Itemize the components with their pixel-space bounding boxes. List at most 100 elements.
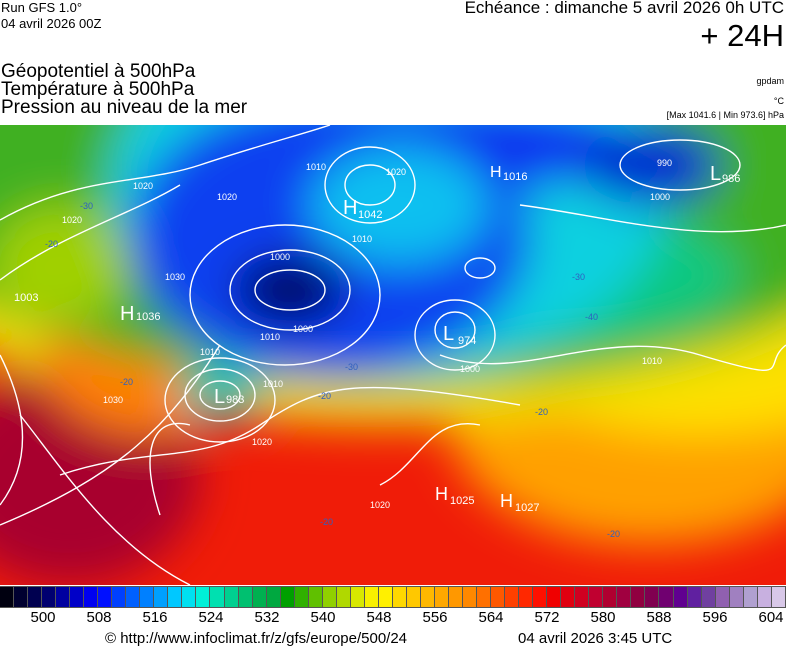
svg-text:-40: -40	[585, 312, 598, 322]
colorbar-swatch	[364, 587, 379, 607]
param-geopotential: Géopotentiel à 500hPa	[1, 61, 196, 82]
center-high-1042: H 1042	[343, 197, 382, 221]
lead-time: + 24H	[700, 18, 784, 53]
colorbar-swatch	[715, 587, 730, 607]
colorbar-swatch	[154, 587, 169, 607]
colorbar-swatch	[224, 587, 239, 607]
colorbar-swatch	[406, 587, 421, 607]
source-link[interactable]: © http://www.infoclimat.fr/z/gfs/europe/…	[105, 630, 408, 647]
svg-text:-20: -20	[45, 239, 58, 249]
svg-text:990: 990	[657, 158, 672, 168]
svg-text:1010: 1010	[260, 332, 280, 342]
isobar-labels: 1020 1020 1030 1030 1020 1010 1000 1000 …	[62, 158, 672, 510]
svg-text:-20: -20	[535, 407, 548, 417]
colorbar-swatch	[112, 587, 127, 607]
svg-text:1025: 1025	[450, 495, 474, 507]
colorbar-swatch	[519, 587, 534, 607]
pressure-centers: H 1036 L 983 H 1042 H 1016 L 986 L 974 H 1025 H…	[14, 163, 740, 514]
colorbar-swatch	[308, 587, 323, 607]
generation-date: 04 avril 2026 3:45 UTC	[518, 630, 673, 647]
colorbar-swatch	[378, 587, 393, 607]
colorbar-swatch	[659, 587, 674, 607]
svg-text:1020: 1020	[217, 192, 237, 202]
colorbar-ticks: 500 508 516 524 532 540 548 556 564 572 …	[15, 609, 786, 626]
colorbar-swatch	[757, 587, 772, 607]
tick-label: 580	[590, 609, 616, 626]
svg-text:1020: 1020	[252, 437, 272, 447]
colorbar-swatch	[477, 587, 492, 607]
svg-text:1010: 1010	[352, 234, 372, 244]
svg-text:986: 986	[722, 173, 740, 185]
center-high-1025: H 1025	[435, 484, 474, 507]
colorbar-swatch	[266, 587, 281, 607]
tick-label: 588	[646, 609, 672, 626]
forecast-valid-time: Echéance : dimanche 5 avril 2026 0h UTC	[464, 0, 784, 17]
colorbar-swatch	[743, 587, 758, 607]
colorbar-swatch	[182, 587, 197, 607]
svg-text:1010: 1010	[642, 356, 662, 366]
run-info: Run GFS 1.0° 04 avril 2026 00Z	[1, 0, 101, 32]
tick-label: 500	[30, 609, 56, 626]
svg-text:1042: 1042	[358, 209, 382, 221]
svg-text:H: H	[120, 303, 134, 325]
svg-text:1036: 1036	[136, 311, 160, 323]
run-date: 04 avril 2026 00Z	[1, 16, 102, 31]
center-low-974: L 974	[443, 323, 476, 347]
svg-text:1010: 1010	[263, 379, 283, 389]
colorbar-swatch	[98, 587, 113, 607]
colorbar-swatch	[350, 587, 365, 607]
tick-label: 572	[534, 609, 560, 626]
svg-text:1010: 1010	[200, 347, 220, 357]
center-low-1003: 1003	[14, 292, 38, 304]
colorbar-swatch	[196, 587, 211, 607]
colorbar-swatch	[575, 587, 590, 607]
colorbar-swatch	[336, 587, 351, 607]
colorbar-swatch	[56, 587, 71, 607]
colorbar-swatch	[771, 587, 786, 607]
svg-text:-30: -30	[345, 362, 358, 372]
run-model: Run GFS 1.0°	[1, 0, 83, 15]
svg-text:-20: -20	[607, 529, 620, 539]
colorbar-swatch	[729, 587, 744, 607]
colorbar-swatch	[687, 587, 702, 607]
colorbar-swatch	[42, 587, 57, 607]
svg-text:L: L	[214, 386, 225, 408]
svg-text:1016: 1016	[503, 171, 527, 183]
colorbar-swatch	[631, 587, 646, 607]
tick-label: 524	[198, 609, 224, 626]
svg-text:1003: 1003	[14, 292, 38, 304]
svg-text:-20: -20	[320, 517, 333, 527]
colorbar-swatch	[210, 587, 225, 607]
colorbar-swatch	[603, 587, 618, 607]
svg-text:1030: 1030	[103, 395, 123, 405]
colorbar-swatch	[238, 587, 253, 607]
svg-text:1000: 1000	[650, 192, 670, 202]
colorbar	[0, 586, 786, 608]
colorbar-swatch	[126, 587, 141, 607]
colorbar-swatch	[392, 587, 407, 607]
weather-map[interactable]: H 1036 L 983 H 1042 H 1016 L 986 L 974 H 1025 H…	[0, 125, 786, 585]
svg-text:1027: 1027	[515, 502, 539, 514]
tick-label: 604	[758, 609, 784, 626]
tick-label: 564	[478, 609, 504, 626]
colorbar-swatch	[491, 587, 506, 607]
param-temperature: Température à 500hPa	[1, 79, 195, 100]
svg-text:L: L	[710, 163, 721, 185]
svg-text:L: L	[443, 323, 454, 345]
svg-text:H: H	[343, 197, 357, 219]
colorbar-swatch	[589, 587, 604, 607]
svg-text:1020: 1020	[133, 181, 153, 191]
svg-text:-20: -20	[318, 391, 331, 401]
tick-label: 596	[702, 609, 728, 626]
svg-text:1020: 1020	[62, 215, 82, 225]
svg-text:-20: -20	[120, 377, 133, 387]
tick-label: 516	[142, 609, 168, 626]
center-high-1036: H 1036	[120, 303, 160, 325]
colorbar-swatch	[28, 587, 43, 607]
tick-label: 540	[310, 609, 336, 626]
colorbar-swatch	[14, 587, 29, 607]
colorbar-swatch	[280, 587, 295, 607]
center-low-986: L 986	[710, 163, 740, 185]
svg-text:1030: 1030	[165, 272, 185, 282]
unit-gpdam: gpdam	[756, 76, 784, 86]
